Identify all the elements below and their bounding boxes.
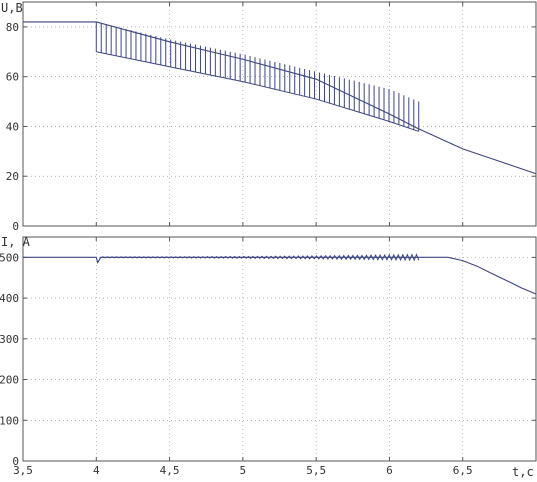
y-tick-label: 400 (0, 292, 19, 305)
y-tick-label: 60 (6, 71, 19, 84)
x-tick-label: 6,5 (453, 464, 473, 477)
y-tick-label: 0 (12, 455, 19, 468)
current-plot-frame (22, 236, 537, 462)
y-tick-label: 500 (0, 251, 19, 264)
y-tick-label: 100 (0, 414, 19, 427)
y-tick-label: 20 (6, 170, 19, 183)
current-y-ticks: 0 100 200 300 400 500 (0, 251, 536, 468)
x-tick-label: 5,5 (306, 464, 326, 477)
current-grid (23, 237, 536, 461)
y-tick-label: 0 (12, 220, 19, 233)
voltage-ripple-trace (95, 21, 420, 132)
current-axis-label: I, A (1, 235, 31, 249)
voltage-plot-frame (22, 1, 537, 227)
x-tick-label: 3,5 (13, 464, 33, 477)
x-tick-label: 5 (240, 464, 247, 477)
x-tick-label: 4,5 (160, 464, 180, 477)
x-tick-label: 6 (386, 464, 393, 477)
x-tick-label: 4 (93, 464, 100, 477)
time-axis-label: t,c (512, 465, 534, 479)
voltage-grid (23, 2, 536, 226)
y-tick-label: 200 (0, 374, 19, 387)
y-tick-label: 80 (6, 21, 19, 34)
current-trace (23, 256, 537, 295)
y-tick-label: 300 (0, 333, 19, 346)
voltage-axis-label: U,B (1, 1, 23, 15)
voltage-trace (23, 21, 537, 175)
y-tick-label: 40 (6, 120, 19, 133)
time-x-ticks: 3,5 4 4,5 5 5,5 6 6,5 (13, 2, 473, 477)
voltage-y-ticks: 0 20 40 60 80 (6, 21, 536, 233)
